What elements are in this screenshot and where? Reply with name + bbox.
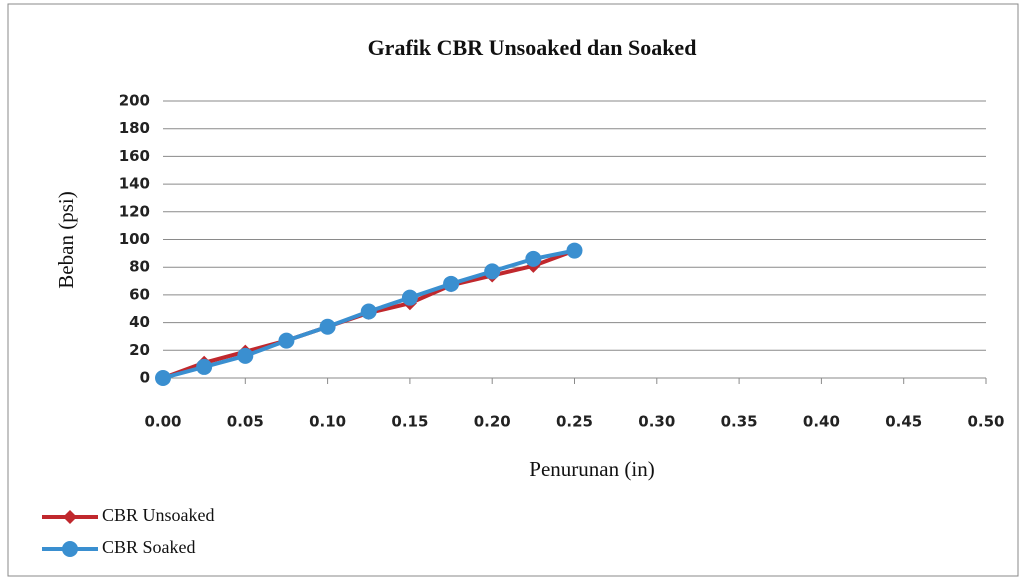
- y-axis-label: Beban (psi): [54, 191, 78, 288]
- marker: [155, 370, 171, 386]
- chart-frame: [7, 3, 1019, 577]
- legend-label: CBR Soaked: [102, 537, 196, 557]
- y-tick-label: 0: [140, 369, 150, 387]
- y-tick-label: 40: [129, 313, 150, 331]
- marker: [360, 303, 377, 320]
- marker: [443, 275, 460, 292]
- y-tick-label: 20: [129, 341, 150, 359]
- marker: [196, 358, 213, 375]
- marker: [566, 242, 583, 259]
- y-tick-label: 80: [129, 258, 150, 276]
- marker: [278, 332, 295, 349]
- x-tick-label: 0.20: [474, 413, 511, 431]
- x-tick-label: 0.00: [144, 413, 181, 431]
- x-tick-label: 0.40: [803, 413, 840, 431]
- marker: [319, 318, 336, 335]
- x-tick-label: 0.50: [967, 413, 1004, 431]
- y-tick-label: 200: [119, 92, 150, 110]
- y-tick-label: 100: [119, 230, 150, 248]
- x-tick-label: 0.30: [638, 413, 675, 431]
- marker: [484, 263, 501, 280]
- y-tick-label: 140: [119, 175, 150, 193]
- legend-marker: [63, 510, 77, 524]
- x-tick-label: 0.10: [309, 413, 346, 431]
- marker: [525, 250, 542, 267]
- y-tick-label: 160: [119, 147, 150, 165]
- y-tick-label: 60: [129, 285, 150, 303]
- x-tick-label: 0.45: [885, 413, 922, 431]
- legend-marker: [62, 541, 78, 557]
- x-tick-label: 0.25: [556, 413, 593, 431]
- x-tick-label: 0.15: [391, 413, 428, 431]
- legend-label: CBR Unsoaked: [102, 505, 215, 525]
- chart-title: Grafik CBR Unsoaked dan Soaked: [368, 35, 697, 60]
- y-tick-label: 120: [119, 202, 150, 220]
- marker: [401, 289, 418, 306]
- marker: [237, 347, 254, 364]
- x-tick-label: 0.05: [227, 413, 264, 431]
- y-tick-label: 180: [119, 119, 150, 137]
- x-tick-label: 0.35: [721, 413, 758, 431]
- x-axis-label: Penurunan (in): [529, 457, 654, 481]
